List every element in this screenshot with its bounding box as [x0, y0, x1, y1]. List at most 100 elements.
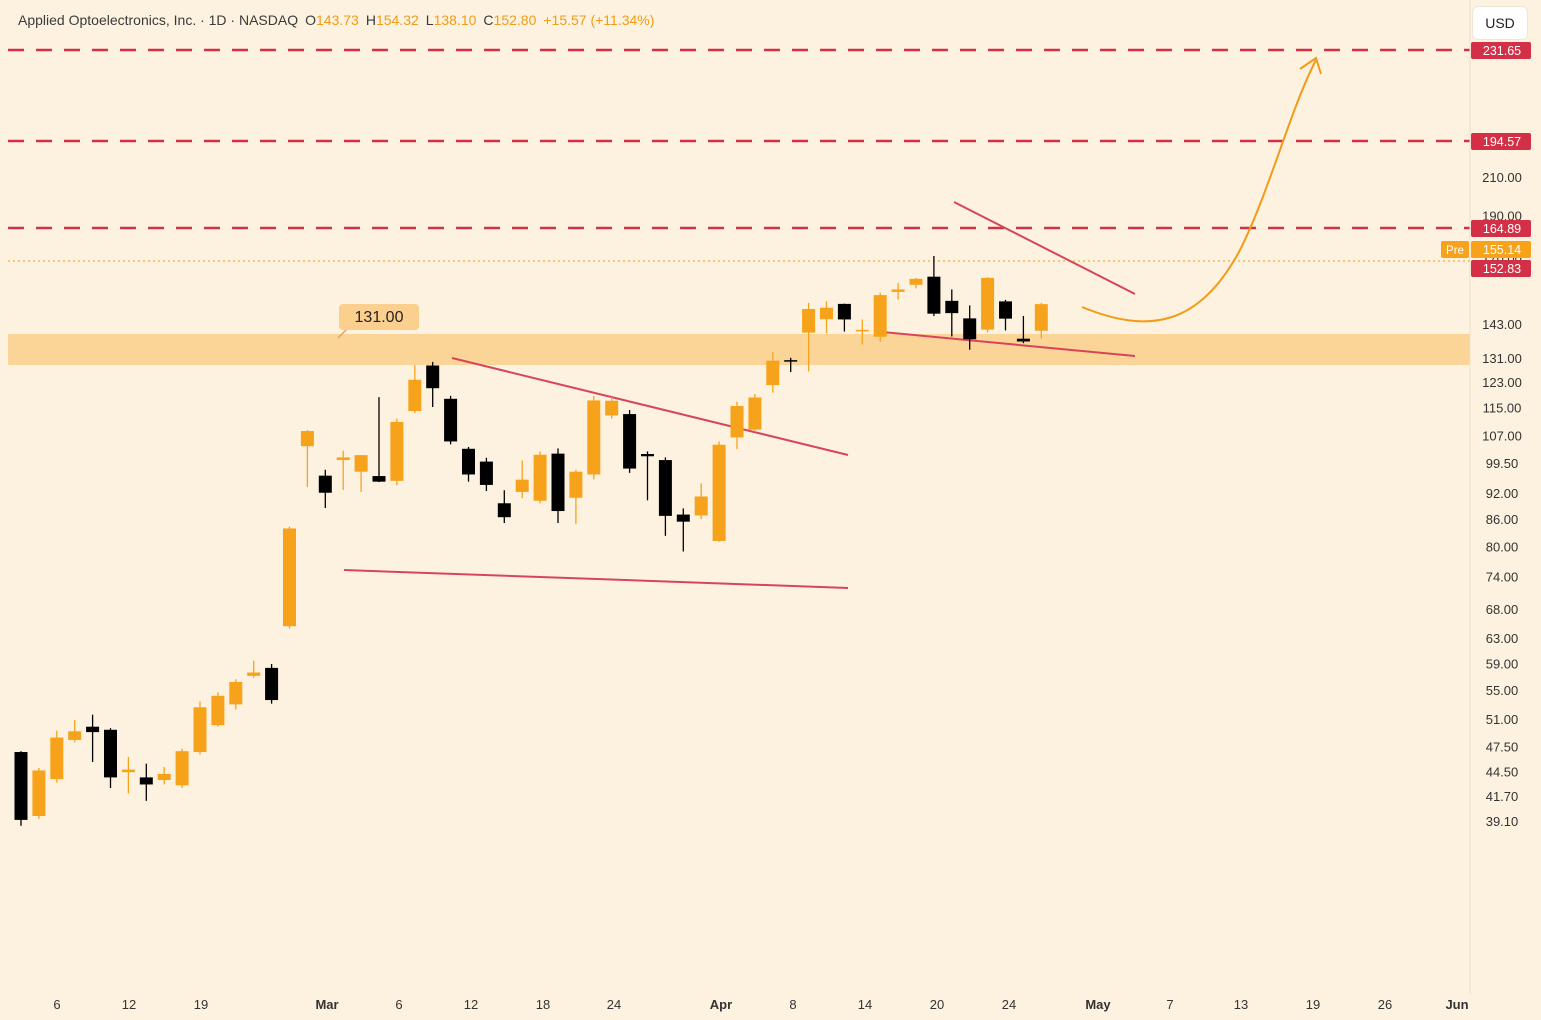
- candle: [444, 395, 458, 445]
- x-axis[interactable]: 6 12 19 Mar 6 12 18 24 Apr 8 14 20 24 May 7 13 19 26 Jun: [53, 997, 1468, 1012]
- candle-body: [14, 752, 28, 820]
- candle-body: [515, 479, 529, 492]
- candle: [623, 410, 637, 473]
- currency-button[interactable]: USD: [1472, 6, 1528, 40]
- badge-164: [1471, 220, 1531, 237]
- close-value: 152.80: [493, 12, 537, 28]
- support-zone-layer: [8, 334, 1470, 365]
- low-label: L: [425, 12, 434, 28]
- y-tick-label: 115.00: [1483, 401, 1522, 416]
- candle: [68, 719, 82, 743]
- x-tick-label: 19: [1306, 997, 1320, 1012]
- candle-body: [247, 672, 261, 676]
- symbol-title: Applied Optoelectronics, Inc. · 1D · NAS…: [18, 12, 299, 28]
- y-tick-label: 143.00: [1482, 317, 1522, 332]
- badge-164-text: 164.89: [1483, 222, 1521, 236]
- candle: [175, 748, 189, 789]
- callout-pointer: [337, 328, 348, 339]
- x-tick-label: 13: [1234, 997, 1248, 1012]
- candle-body: [283, 528, 296, 627]
- trendline-upper-2: [953, 201, 1136, 295]
- candle: [658, 457, 672, 536]
- candle: [999, 299, 1012, 331]
- candle: [229, 679, 243, 710]
- candle-body: [193, 707, 207, 753]
- candle-body: [372, 476, 386, 482]
- candle-body: [50, 737, 64, 780]
- candle: [837, 303, 851, 332]
- candle: [694, 483, 708, 519]
- candle: [1016, 316, 1030, 344]
- candle-body: [784, 360, 798, 362]
- candle: [1034, 302, 1048, 339]
- candle-body: [1034, 304, 1048, 331]
- open-label: O: [305, 12, 316, 28]
- candle-body: [873, 295, 887, 337]
- candle: [157, 767, 171, 785]
- trendline-lower-2: [881, 331, 1136, 357]
- y-tick-label: 59.00: [1486, 656, 1519, 671]
- x-tick-label: 8: [789, 997, 796, 1012]
- candle-body: [999, 301, 1012, 319]
- projection-arrowhead: [1299, 56, 1322, 75]
- x-tick-label: 6: [395, 997, 402, 1012]
- candle-body: [981, 277, 995, 330]
- y-tick-label: 86.00: [1486, 512, 1519, 527]
- candle: [14, 751, 28, 826]
- candle-body: [820, 307, 833, 320]
- change-value: +15.57 (+11.34%): [543, 12, 655, 28]
- candle: [820, 301, 833, 334]
- candle-body: [730, 406, 744, 438]
- y-tick-label: 99.50: [1486, 456, 1519, 471]
- y-tick-label: 190.00: [1482, 208, 1522, 223]
- badge-last-text: 152.83: [1483, 262, 1521, 276]
- candle: [909, 277, 923, 289]
- candle-body: [86, 726, 100, 733]
- candle-body: [569, 471, 583, 498]
- candle-body: [587, 400, 601, 475]
- candle-body: [139, 777, 153, 785]
- x-tick-label: 20: [930, 997, 944, 1012]
- candle: [354, 455, 368, 492]
- x-tick-label: 19: [194, 997, 208, 1012]
- candle: [139, 763, 153, 801]
- candle: [855, 319, 869, 345]
- low-value: 138.10: [433, 12, 477, 28]
- y-tick-label: 41.70: [1486, 789, 1519, 804]
- trendline-upper-1: [451, 357, 849, 456]
- candle: [981, 277, 995, 333]
- candle-body: [909, 278, 923, 285]
- candle: [390, 418, 404, 486]
- x-tick-label: 6: [53, 997, 60, 1012]
- candle-body: [712, 444, 726, 541]
- y-tick-label: 55.00: [1486, 683, 1519, 698]
- candle: [462, 446, 475, 482]
- candle: [873, 292, 887, 342]
- y-tick-label: 39.10: [1486, 814, 1519, 829]
- candle-body: [891, 289, 905, 292]
- candles: [14, 255, 1048, 826]
- candle-body: [837, 303, 851, 320]
- price-badges: 231.65 194.57 164.89 Pre 155.14 152.83: [1441, 42, 1531, 277]
- candle: [748, 393, 762, 432]
- badge-pre-label: Pre: [1446, 245, 1464, 257]
- high-label: H: [365, 12, 376, 28]
- x-tick-label: 24: [607, 997, 621, 1012]
- candle: [104, 728, 117, 789]
- candle: [515, 460, 529, 499]
- candle: [641, 451, 654, 501]
- x-tick-label: Mar: [315, 997, 338, 1012]
- candle: [730, 401, 744, 450]
- support-callout: 131.00: [337, 304, 419, 339]
- y-tick-label: 80.00: [1486, 540, 1519, 555]
- x-tick-label: 12: [464, 997, 478, 1012]
- y-tick-label: 51.00: [1486, 712, 1519, 727]
- candle: [300, 429, 314, 487]
- candle: [247, 660, 261, 678]
- candle-body: [32, 770, 46, 817]
- x-tick-label: Apr: [710, 997, 732, 1012]
- x-tick-label: 26: [1378, 997, 1392, 1012]
- high-value: 154.32: [375, 12, 419, 28]
- candle-body: [676, 514, 690, 522]
